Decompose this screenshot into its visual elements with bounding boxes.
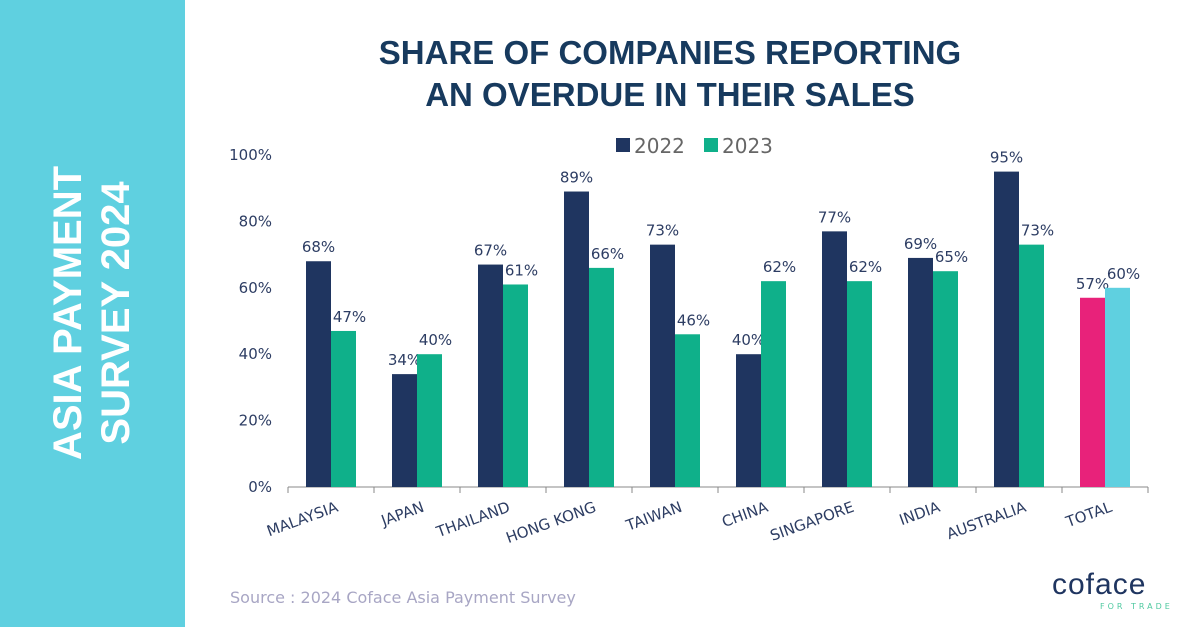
bar-2023-thailand [503,284,528,487]
data-label: 57% [1076,275,1109,293]
bar-2022-taiwan [650,244,675,487]
y-tick-label: 0% [248,478,272,496]
bar-2023-taiwan [675,334,700,487]
data-label: 40% [732,331,765,349]
data-label: 73% [1021,222,1054,240]
data-label: 62% [763,258,796,276]
x-category-label: TOTAL [1063,498,1115,532]
bar-2023-china [761,281,786,487]
bar-2023-total [1105,287,1130,487]
data-label: 73% [646,222,679,240]
data-label: 47% [333,308,366,326]
bar-2023-singapore [847,281,872,487]
x-category-label: INDIA [897,498,943,529]
x-category-label: MALAYSIA [264,498,341,541]
data-label: 60% [1107,265,1140,283]
bar-2023-japan [417,354,442,487]
data-label: 69% [904,235,937,253]
data-label: 68% [302,238,335,256]
y-tick-label: 60% [239,279,272,297]
y-tick-label: 100% [229,146,272,164]
coface-logo: coface [1052,568,1147,601]
y-tick-label: 20% [239,412,272,430]
title-line-2: AN OVERDUE IN THEIR SALES [425,76,915,113]
bar-2023-india [933,271,958,487]
bar-2022-singapore [822,231,847,487]
bar-2023-australia [1019,244,1044,487]
bar-2023-hong-kong [589,267,614,487]
x-category-label: THAILAND [433,498,512,542]
bar-2022-japan [392,374,417,487]
legend-label-2023: 2023 [722,134,773,158]
data-label: 61% [505,261,538,279]
bar-2022-hong-kong [564,191,589,487]
y-tick-label: 40% [239,345,272,363]
data-label: 65% [935,248,968,266]
y-tick-label: 80% [239,212,272,230]
bar-2022-india [908,257,933,487]
x-category-label: JAPAN [378,498,426,530]
data-label: 89% [560,169,593,187]
data-label: 46% [677,311,710,329]
logo-tagline: FOR TRADE [1100,602,1173,611]
title-line-1: SHARE OF COMPANIES REPORTING [378,34,962,71]
sidebar-banner: ASIA PAYMENT SURVEY 2024 [0,0,185,627]
x-category-label: AUSTRALIA [944,498,1029,544]
x-category-label: TAIWAN [623,498,685,535]
data-label: 77% [818,208,851,226]
data-label: 66% [591,245,624,263]
bar-2022-malaysia [306,261,331,487]
data-label: 34% [388,351,421,369]
source-note: Source : 2024 Coface Asia Payment Survey [230,588,576,607]
x-category-label: CHINA [719,498,771,531]
bar-2022-thailand [478,264,503,487]
data-label: 62% [849,258,882,276]
data-label: 67% [474,242,507,260]
data-label: 95% [990,149,1023,167]
x-category-label: SINGAPORE [768,498,857,545]
legend-label-2022: 2022 [634,134,685,158]
legend-swatch-2023 [704,138,718,152]
bar-2022-total [1080,297,1105,487]
bar-2023-malaysia [331,330,356,487]
chart-title: SHARE OF COMPANIES REPORTING AN OVERDUE … [250,32,1090,116]
bar-2022-australia [994,171,1019,487]
x-category-label: HONG KONG [504,498,599,547]
bar-2022-china [736,354,761,487]
legend-swatch-2022 [616,138,630,152]
data-label: 40% [419,331,452,349]
